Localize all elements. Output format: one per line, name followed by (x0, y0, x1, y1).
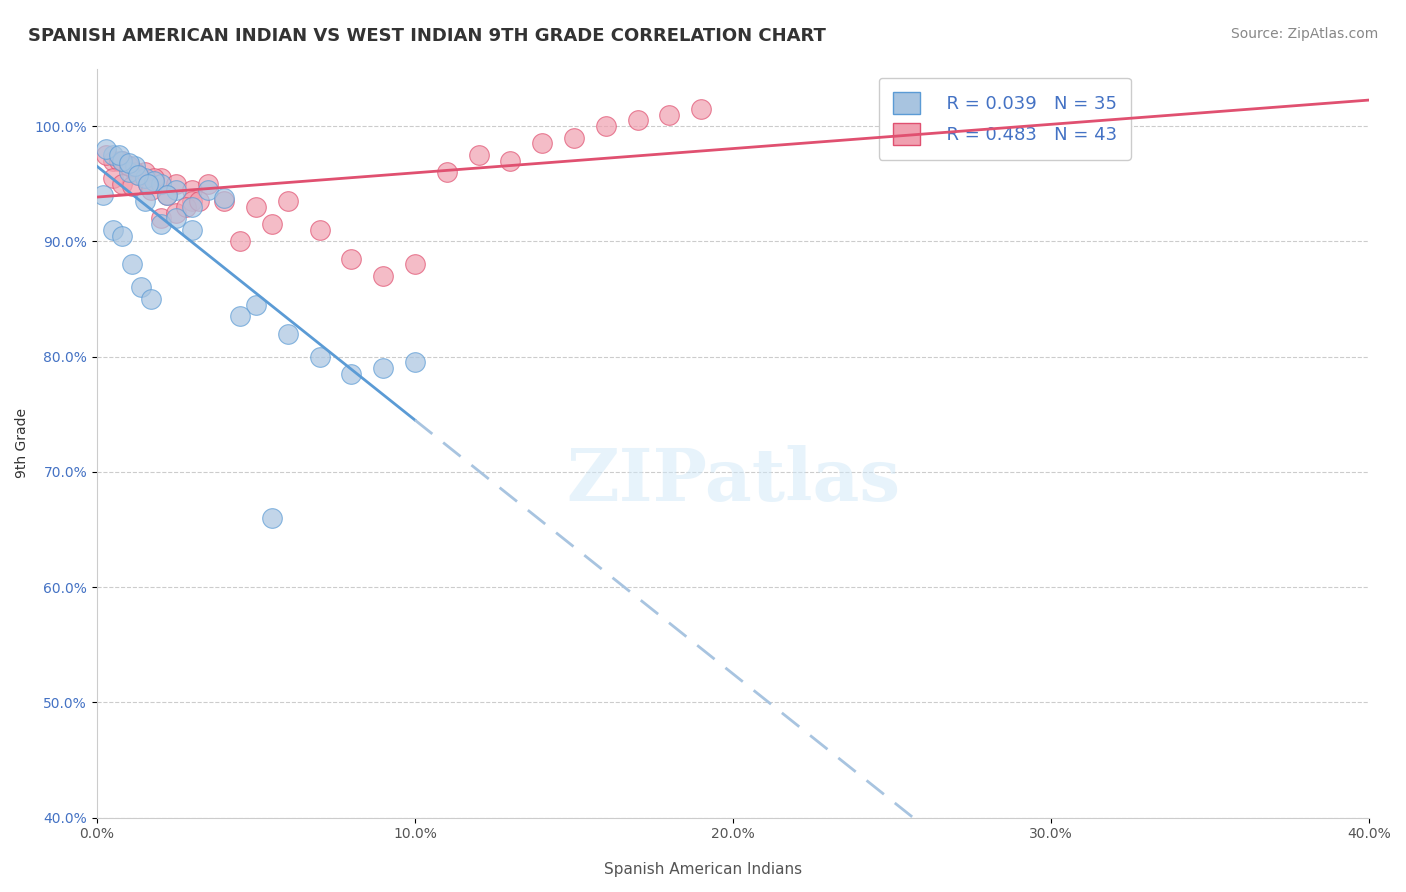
Point (111, 228, 134, 243)
Point (245, 200, 267, 214)
Point (181, 223, 204, 237)
Point (165, 182, 187, 196)
Point (111, 177, 134, 191)
Point (404, 355, 426, 369)
Point (111, 153, 134, 168)
Point (229, 310, 252, 324)
Text: Source: ZipAtlas.com: Source: ZipAtlas.com (1230, 27, 1378, 41)
Point (277, 194, 299, 208)
Point (124, 160, 146, 174)
Point (101, 223, 124, 237)
Point (197, 177, 219, 191)
Point (187, 194, 209, 208)
Point (531, 136, 554, 151)
Text: Spanish American Indians: Spanish American Indians (605, 863, 801, 877)
Point (562, 130, 585, 145)
Point (108, 153, 131, 168)
Point (124, 165, 146, 179)
Point (165, 205, 187, 219)
Point (111, 153, 134, 168)
Point (108, 148, 131, 162)
Point (467, 148, 489, 162)
Point (436, 165, 458, 179)
Point (118, 165, 141, 179)
Point (143, 171, 166, 186)
Point (658, 107, 681, 121)
Legend:   R = 0.039   N = 35,   R = 0.483   N = 43: R = 0.039 N = 35, R = 0.483 N = 43 (879, 78, 1130, 160)
Point (101, 171, 124, 186)
Point (277, 326, 299, 341)
Text: SPANISH AMERICAN INDIAN VS WEST INDIAN 9TH GRADE CORRELATION CHART: SPANISH AMERICAN INDIAN VS WEST INDIAN 9… (28, 27, 825, 45)
Point (101, 148, 124, 162)
Point (91, 188, 114, 202)
Point (156, 188, 179, 202)
Point (174, 200, 197, 214)
Point (181, 182, 204, 196)
Point (121, 257, 143, 271)
Point (229, 235, 252, 249)
Point (134, 165, 156, 179)
Point (197, 182, 219, 196)
Point (96, 148, 118, 162)
Point (373, 268, 395, 283)
Point (212, 191, 235, 205)
Point (139, 292, 162, 306)
Point (96, 142, 118, 156)
Y-axis label: 9th Grade: 9th Grade (15, 408, 30, 478)
Point (127, 168, 149, 182)
Point (149, 211, 172, 226)
Point (118, 160, 141, 174)
Point (118, 156, 141, 170)
Point (260, 511, 283, 525)
Point (134, 194, 156, 208)
Point (595, 119, 617, 133)
Point (121, 179, 143, 194)
Point (101, 153, 124, 168)
Point (118, 160, 141, 174)
Point (245, 298, 267, 312)
Point (149, 171, 172, 186)
Point (404, 257, 426, 271)
Point (181, 200, 204, 214)
Point (134, 171, 156, 186)
Point (181, 194, 204, 208)
Point (308, 223, 330, 237)
Point (136, 177, 159, 191)
Point (373, 361, 395, 376)
Point (690, 102, 713, 116)
Point (149, 217, 172, 231)
Point (131, 280, 153, 294)
Point (165, 177, 187, 191)
Point (165, 211, 187, 226)
Point (136, 177, 159, 191)
Point (127, 168, 149, 182)
Point (212, 194, 235, 208)
Point (626, 113, 648, 128)
Point (340, 367, 363, 381)
Point (499, 153, 522, 168)
Text: ZIPatlas: ZIPatlas (567, 445, 900, 516)
Point (149, 177, 172, 191)
Point (139, 182, 162, 196)
Point (143, 174, 166, 188)
Point (156, 188, 179, 202)
Point (340, 252, 363, 266)
Point (308, 350, 330, 364)
Point (260, 217, 283, 231)
